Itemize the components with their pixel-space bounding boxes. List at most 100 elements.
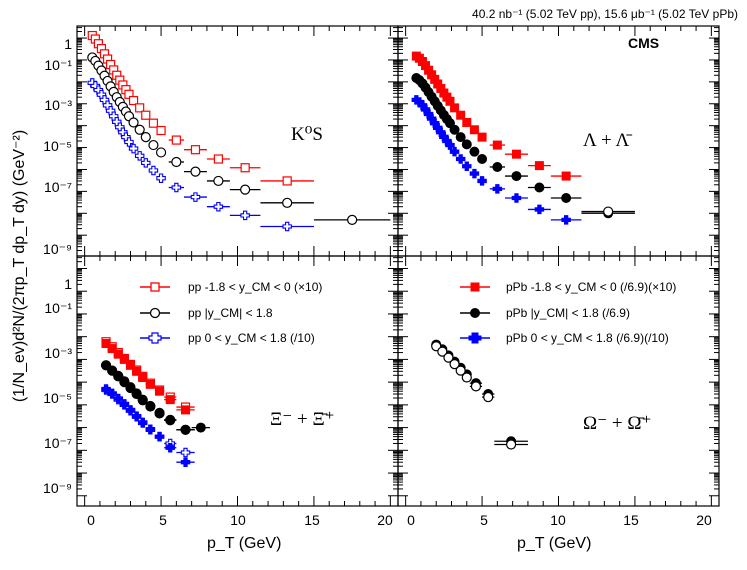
data-point <box>154 407 165 418</box>
y-tick-label: 10⁻⁷ <box>44 179 72 195</box>
data-point <box>455 132 466 143</box>
x-axis-title: p_T (GeV) <box>207 535 281 552</box>
data-point <box>534 161 544 171</box>
data-point <box>125 382 136 393</box>
particle-label-k0s: K⁰S <box>291 124 323 145</box>
data-point <box>171 182 182 193</box>
data-point <box>449 146 460 157</box>
data-point <box>492 161 503 172</box>
y-tick-label: 10⁻¹ <box>44 300 72 316</box>
data-point <box>181 405 191 415</box>
legend-pp-bwd-marker <box>148 332 162 344</box>
data-point <box>145 379 155 389</box>
data-point <box>469 146 480 157</box>
data-point <box>128 95 139 106</box>
data-point <box>134 151 145 161</box>
data-point <box>107 344 117 354</box>
data-point <box>124 137 134 147</box>
data-point <box>449 124 460 135</box>
legend-pp-mid-label: pp |y_CM| < 1.8 <box>188 306 273 320</box>
x-tick-label: 15 <box>623 512 639 528</box>
data-point <box>483 391 494 403</box>
data-point <box>477 154 488 165</box>
y-tick-label: 1 <box>64 276 72 292</box>
data-point <box>469 168 480 179</box>
data-point <box>456 110 466 120</box>
data-point <box>135 103 145 113</box>
data-point <box>155 147 167 158</box>
data-point <box>165 442 175 453</box>
legend-ppb-mid-marker <box>470 308 480 318</box>
data-point <box>492 140 502 150</box>
data-point <box>511 171 522 182</box>
data-point <box>461 139 472 150</box>
legend-ppb-fwd-marker <box>470 282 480 292</box>
data-point <box>156 173 166 183</box>
data-point <box>534 204 545 215</box>
x-tick-label: 0 <box>407 512 415 528</box>
data-point <box>213 175 224 187</box>
data-point <box>561 171 571 181</box>
data-point <box>240 184 251 195</box>
data-point <box>145 424 156 434</box>
axis-ticks <box>77 26 719 506</box>
y-axis-title: (1/N_ev)d²N/(2πp_T dp_T dy) (GeV⁻²) <box>11 130 28 402</box>
y-tick-label: 1 <box>64 36 72 52</box>
data-point <box>190 145 201 155</box>
data-point <box>449 359 460 370</box>
data-point <box>462 117 472 127</box>
data-point <box>180 457 191 467</box>
data-point <box>148 165 159 176</box>
data-point <box>126 360 135 370</box>
data-point <box>511 193 522 203</box>
data-point <box>141 110 151 120</box>
data-point <box>603 206 614 217</box>
data-point <box>347 214 358 225</box>
x-tick-label: 5 <box>480 512 488 528</box>
data-point <box>137 394 148 405</box>
data-point <box>131 411 142 421</box>
data-point <box>155 386 165 396</box>
data-point <box>134 124 145 135</box>
x-tick-label: 20 <box>377 512 393 528</box>
x-tick-label: 10 <box>550 512 566 528</box>
data-point <box>282 221 292 232</box>
y-tick-label: 10⁻³ <box>44 97 72 113</box>
data-point <box>140 132 151 143</box>
data-point <box>437 346 448 357</box>
data-point <box>138 372 148 382</box>
data-point <box>154 431 165 442</box>
data-point <box>240 163 250 173</box>
data-point <box>470 381 482 392</box>
legend-ppb: pPb -1.8 < y_CM < 0 (/6.9)(×10) pPb |y_C… <box>460 280 676 345</box>
data-point <box>455 365 466 376</box>
particle-label-lambda: Λ + Λ̄ <box>583 130 632 151</box>
data-point <box>213 201 224 212</box>
data-point <box>145 400 156 411</box>
data-points <box>87 30 635 467</box>
data-point <box>180 447 191 458</box>
legend-ppb-mid-label: pPb |y_CM| < 1.8 (/6.9) <box>506 306 630 320</box>
data-point <box>190 192 201 202</box>
data-point <box>282 197 293 208</box>
data-point <box>137 417 148 428</box>
data-point <box>171 135 181 145</box>
data-point <box>165 414 176 425</box>
x-tick-label: 15 <box>304 512 320 528</box>
data-point <box>455 154 466 164</box>
data-point <box>445 140 455 150</box>
data-point <box>113 349 123 359</box>
data-point <box>461 372 472 383</box>
data-point <box>119 376 130 387</box>
data-point <box>443 352 454 363</box>
data-point <box>450 103 460 113</box>
x-axis-title: p_T (GeV) <box>517 535 591 552</box>
legend-pp-fwd-label: pp -1.8 < y_CM < 0 (×10) <box>188 280 322 294</box>
y-tick-label: 10⁻⁵ <box>43 390 72 406</box>
data-point <box>131 388 142 399</box>
data-point <box>119 354 129 364</box>
data-point <box>462 161 472 172</box>
data-point <box>165 395 175 405</box>
legend-ppb-bwd-marker <box>468 332 482 344</box>
